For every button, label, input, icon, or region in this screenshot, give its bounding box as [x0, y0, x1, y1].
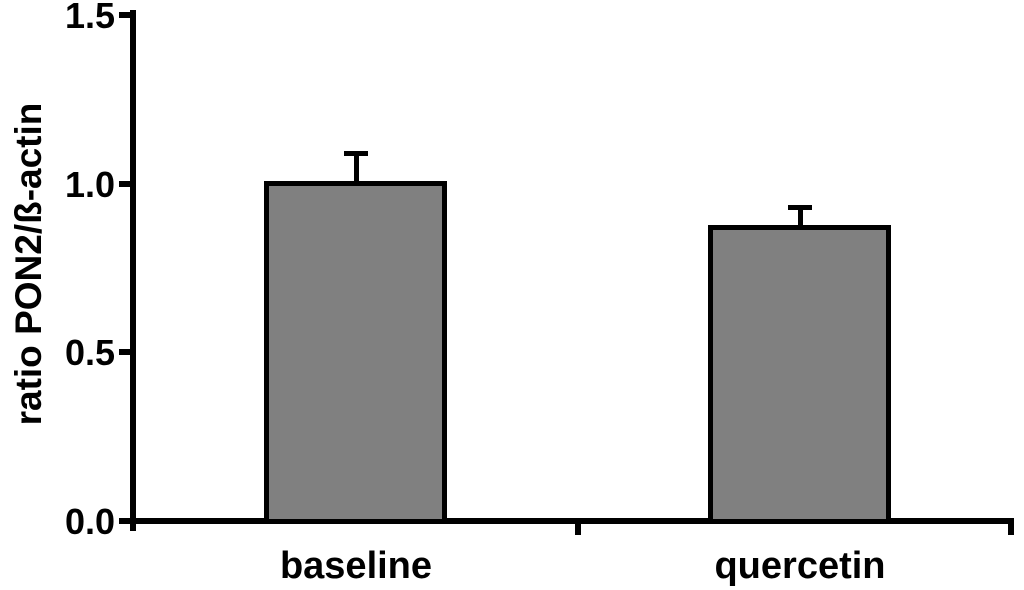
error-bar-cap — [788, 205, 812, 210]
error-bar-line — [798, 207, 803, 228]
bar — [708, 225, 891, 524]
error-bar-cap — [344, 151, 368, 156]
x-category-label: baseline — [279, 545, 433, 587]
bar — [264, 181, 447, 524]
y-tick-mark — [119, 518, 130, 524]
x-tick-mark — [575, 524, 581, 535]
y-tick-mark — [119, 12, 130, 18]
y-tick-label: 1.0 — [64, 164, 115, 205]
y-tick-label: 0.5 — [64, 332, 115, 373]
error-bar-line — [354, 153, 359, 184]
x-category-label: quercetin — [714, 545, 886, 587]
y-tick-mark — [119, 181, 130, 187]
y-tick-label: 1.5 — [64, 0, 115, 36]
y-axis-line — [130, 10, 136, 531]
y-tick-label: 0.0 — [64, 501, 115, 542]
y-axis-title: ratio PON2/ß-actin — [8, 102, 49, 426]
x-axis-line — [130, 518, 1014, 524]
x-axis-end-tick — [1008, 524, 1014, 535]
y-tick-mark — [119, 349, 130, 355]
